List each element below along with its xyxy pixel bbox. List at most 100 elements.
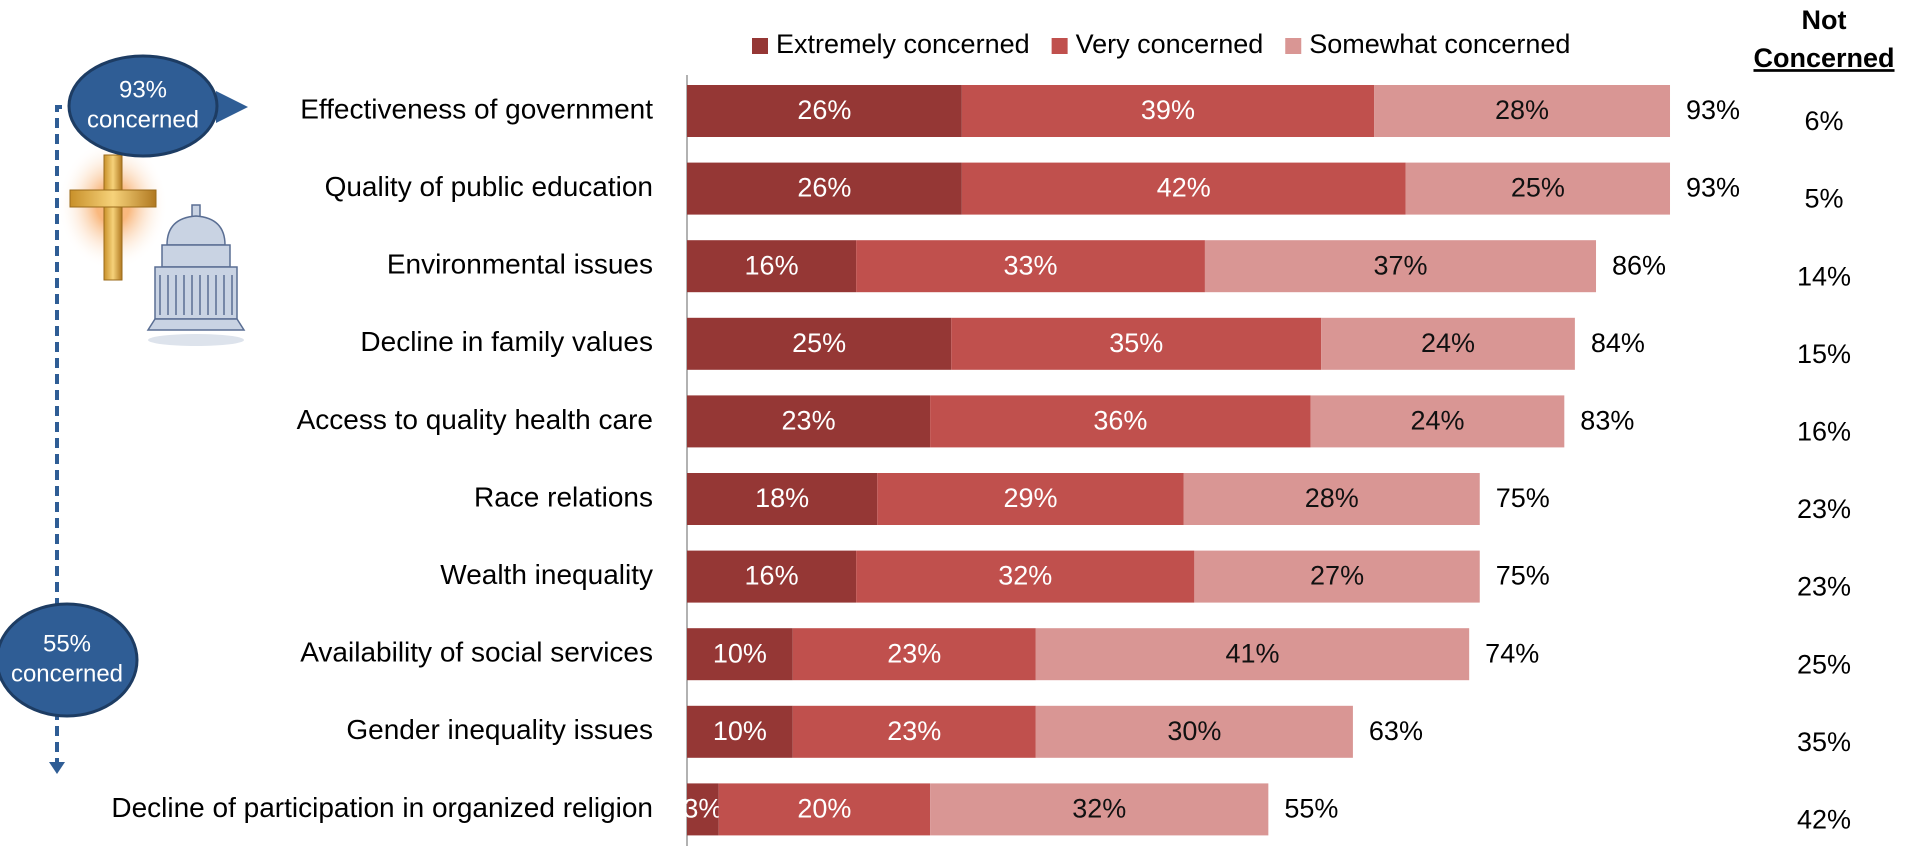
bar-segment (930, 395, 1311, 448)
bar-segment (1035, 628, 1470, 681)
legend-swatch (1285, 38, 1302, 54)
bar-segment (687, 705, 793, 758)
category-label: Effectiveness of government (300, 93, 653, 124)
bar-segment (687, 473, 878, 525)
not-concerned-value: 6% (1804, 106, 1843, 136)
category-label: Access to quality health care (297, 404, 653, 435)
category-label: Wealth inequality (440, 559, 653, 590)
bar-segment (1405, 162, 1671, 215)
annotation-text: concerned (87, 106, 199, 133)
annotation-bubble (0, 602, 139, 718)
not-concerned-value: 23% (1797, 572, 1851, 602)
bar-segment (1035, 705, 1353, 758)
bar-value-label: 23% (887, 716, 941, 746)
cross-icon (58, 140, 168, 281)
bar-segment (687, 240, 857, 293)
bar-segment (951, 317, 1322, 370)
bar-value-label: 24% (1410, 406, 1464, 436)
bar-segment (687, 783, 719, 836)
bar-segment (687, 162, 962, 215)
bar-segment (930, 783, 1269, 836)
bar-value-label: 32% (998, 561, 1052, 591)
bar-value-label: 37% (1373, 250, 1427, 280)
legend-label: Extremely concerned (776, 29, 1030, 59)
bar-segment (877, 473, 1184, 525)
capitol-icon (146, 204, 246, 346)
category-label: Environmental issues (387, 249, 653, 280)
bar-value-label: 36% (1093, 406, 1147, 436)
bar-value-label: 28% (1305, 483, 1359, 513)
legend-swatch (752, 38, 768, 54)
bar-segment (687, 85, 962, 137)
bar-segment (856, 240, 1205, 293)
category-label: Availability of social services (300, 637, 653, 668)
bar-value-label: 25% (792, 328, 846, 358)
bar-segment (1204, 240, 1597, 293)
bar-segment (1194, 550, 1480, 603)
bar-value-label: 35% (1109, 328, 1163, 358)
bar-value-label: 27% (1310, 561, 1364, 591)
bar-segment (687, 395, 931, 448)
bar-segment (718, 783, 931, 836)
bar-value-label: 30% (1167, 716, 1221, 746)
bar-segment (1183, 473, 1480, 525)
not-concerned-value: 5% (1804, 184, 1843, 214)
total-label: 74% (1485, 638, 1539, 668)
category-label: Decline of participation in organized re… (111, 792, 653, 823)
bar-value-label: 10% (713, 638, 767, 668)
annotation-text: 55% (43, 630, 91, 657)
category-label: Decline in family values (360, 326, 653, 357)
arrow-head (49, 762, 65, 774)
bar-value-label: 24% (1421, 328, 1475, 358)
annotation-bubble (67, 54, 219, 158)
not-concerned-value: 16% (1797, 417, 1851, 447)
total-label: 86% (1612, 250, 1666, 280)
bar-value-label: 32% (1072, 794, 1126, 824)
annotation-text: concerned (11, 660, 123, 687)
bar-value-label: 28% (1495, 95, 1549, 125)
total-label: 75% (1496, 483, 1550, 513)
not-concerned-value: 14% (1797, 261, 1851, 291)
not-concerned-value: 42% (1797, 805, 1851, 835)
bar-segment (1374, 85, 1671, 137)
bar-value-label: 23% (782, 406, 836, 436)
legend-label: Very concerned (1076, 29, 1264, 59)
bar-value-label: 42% (1157, 173, 1211, 203)
not-concerned-value: 15% (1797, 339, 1851, 369)
bar-value-label: 29% (1004, 483, 1058, 513)
bar-segment (1310, 395, 1565, 448)
total-label: 55% (1284, 794, 1338, 824)
bar-value-label: 41% (1225, 638, 1279, 668)
not-concerned-value: 23% (1797, 494, 1851, 524)
bar-segment (792, 705, 1036, 758)
bar-value-label: 23% (887, 638, 941, 668)
annotation-text: 93% (119, 76, 167, 103)
not-concerned-value: 25% (1797, 649, 1851, 679)
bar-segment (1321, 317, 1575, 370)
not-concerned-value: 35% (1797, 727, 1851, 757)
column-header: Not (1802, 5, 1847, 35)
total-label: 84% (1591, 328, 1645, 358)
bar-segment (961, 162, 1406, 215)
total-label: 83% (1580, 406, 1634, 436)
bar-value-label: 16% (745, 561, 799, 591)
bar-value-label: 16% (745, 250, 799, 280)
bar-value-label: 26% (797, 173, 851, 203)
category-label: Gender inequality issues (346, 714, 653, 745)
legend-label: Somewhat concerned (1309, 29, 1570, 59)
bar-value-label: 18% (755, 483, 809, 513)
legend-swatch (1051, 38, 1068, 54)
bar-segment (792, 628, 1036, 681)
bar-value-label: 25% (1511, 173, 1565, 203)
total-label: 75% (1496, 561, 1550, 591)
bar-segment (687, 317, 952, 370)
category-label: Quality of public education (325, 171, 653, 202)
total-label: 93% (1686, 173, 1740, 203)
bar-value-label: 33% (1004, 250, 1058, 280)
column-header: Concerned (1753, 43, 1894, 73)
bar-value-label: 10% (713, 716, 767, 746)
total-label: 93% (1686, 95, 1740, 125)
bar-value-label: 26% (797, 95, 851, 125)
category-label: Race relations (474, 481, 653, 512)
